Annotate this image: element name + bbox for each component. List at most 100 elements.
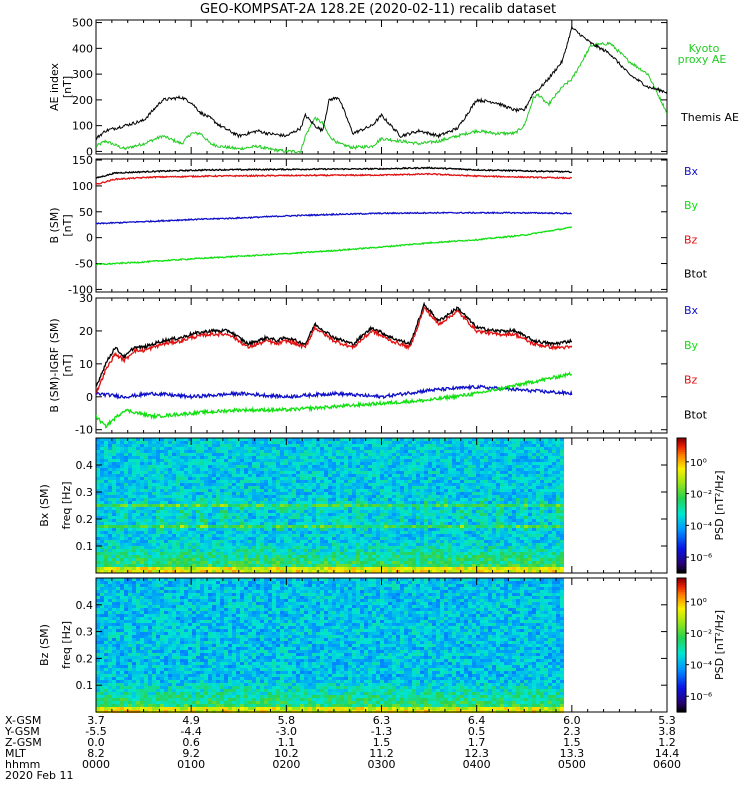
psd-cell <box>396 513 400 516</box>
psd-cell <box>144 564 148 567</box>
psd-cell <box>280 459 284 462</box>
psd-cell <box>236 561 240 564</box>
psd-cell <box>496 558 500 561</box>
psd-cell <box>128 489 132 492</box>
psd-cell <box>96 486 100 489</box>
psd-cell <box>452 507 456 510</box>
psd-cell <box>236 531 240 534</box>
psd-cell <box>100 447 104 450</box>
psd-cell <box>160 510 164 513</box>
psd-cell <box>284 555 288 558</box>
psd-cell <box>184 516 188 519</box>
psd-cell <box>120 495 124 498</box>
psd-cell <box>324 537 328 540</box>
psd-cell <box>340 528 344 531</box>
psd-cell <box>292 477 296 480</box>
psd-cell <box>504 546 508 549</box>
psd-cell <box>292 534 296 537</box>
psd-cell <box>336 453 340 456</box>
psd-cell <box>308 477 312 480</box>
psd-cell <box>164 522 168 525</box>
psd-cell <box>508 528 512 531</box>
psd-cell <box>304 555 308 558</box>
psd-cell <box>396 453 400 456</box>
psd-cell <box>236 501 240 504</box>
psd-cell <box>340 531 344 534</box>
psd-cell <box>480 522 484 525</box>
psd-cell <box>432 441 436 444</box>
psd-cell <box>424 540 428 543</box>
psd-cell <box>476 570 480 573</box>
psd-cell <box>380 525 384 528</box>
psd-cell <box>112 537 116 540</box>
psd-cell <box>212 510 216 513</box>
psd-cell <box>412 453 416 456</box>
psd-cell <box>468 555 472 558</box>
psd-cell <box>344 456 348 459</box>
psd-cell <box>508 570 512 573</box>
psd-cell <box>132 462 136 465</box>
psd-cell <box>172 498 176 501</box>
psd-cell <box>292 564 296 567</box>
psd-cell <box>292 546 296 549</box>
psd-cell <box>144 444 148 447</box>
psd-cell <box>196 459 200 462</box>
psd-cell <box>200 510 204 513</box>
psd-cell <box>216 525 220 528</box>
psd-cell <box>508 459 512 462</box>
psd-cell <box>376 570 380 573</box>
psd-cell <box>264 462 268 465</box>
psd-cell <box>212 543 216 546</box>
psd-cell <box>192 540 196 543</box>
psd-cell <box>484 546 488 549</box>
psd-cell <box>472 564 476 567</box>
psd-cell <box>252 513 256 516</box>
psd-cell <box>280 468 284 471</box>
psd-cell <box>256 510 260 513</box>
psd-cell <box>308 528 312 531</box>
psd-cell <box>444 459 448 462</box>
psd-cell <box>332 567 336 570</box>
psd-cell <box>360 492 364 495</box>
psd-cell <box>500 552 504 555</box>
psd-cell <box>376 519 380 522</box>
psd-cell <box>136 567 140 570</box>
psd-cell <box>392 498 396 501</box>
psd-cell <box>348 510 352 513</box>
psd-cell <box>228 477 232 480</box>
psd-cell <box>372 495 376 498</box>
psd-cell <box>412 561 416 564</box>
psd-cell <box>144 489 148 492</box>
psd-cell <box>300 522 304 525</box>
psd-cell <box>444 453 448 456</box>
psd-cell <box>412 462 416 465</box>
psd-cell <box>396 516 400 519</box>
psd-cell <box>340 519 344 522</box>
psd-cell <box>480 462 484 465</box>
psd-cell <box>204 510 208 513</box>
psd-cell <box>480 534 484 537</box>
psd-cell <box>352 447 356 450</box>
psd-cell <box>424 516 428 519</box>
psd-cell <box>160 453 164 456</box>
psd-cell <box>272 546 276 549</box>
psd-cell <box>412 510 416 513</box>
psd-cell <box>464 456 468 459</box>
psd-cell <box>300 534 304 537</box>
psd-cell <box>384 453 388 456</box>
psd-cell <box>200 453 204 456</box>
psd-cell <box>244 462 248 465</box>
psd-cell <box>392 456 396 459</box>
psd-cell <box>388 564 392 567</box>
psd-cell <box>104 489 108 492</box>
psd-cell <box>508 531 512 534</box>
psd-cell <box>180 567 184 570</box>
psd-cell <box>284 525 288 528</box>
psd-cell <box>160 525 164 528</box>
psd-cell <box>404 438 408 441</box>
psd-cell <box>200 519 204 522</box>
psd-cell <box>400 450 404 453</box>
psd-cell <box>396 510 400 513</box>
psd-cell <box>460 552 464 555</box>
psd-cell <box>196 492 200 495</box>
